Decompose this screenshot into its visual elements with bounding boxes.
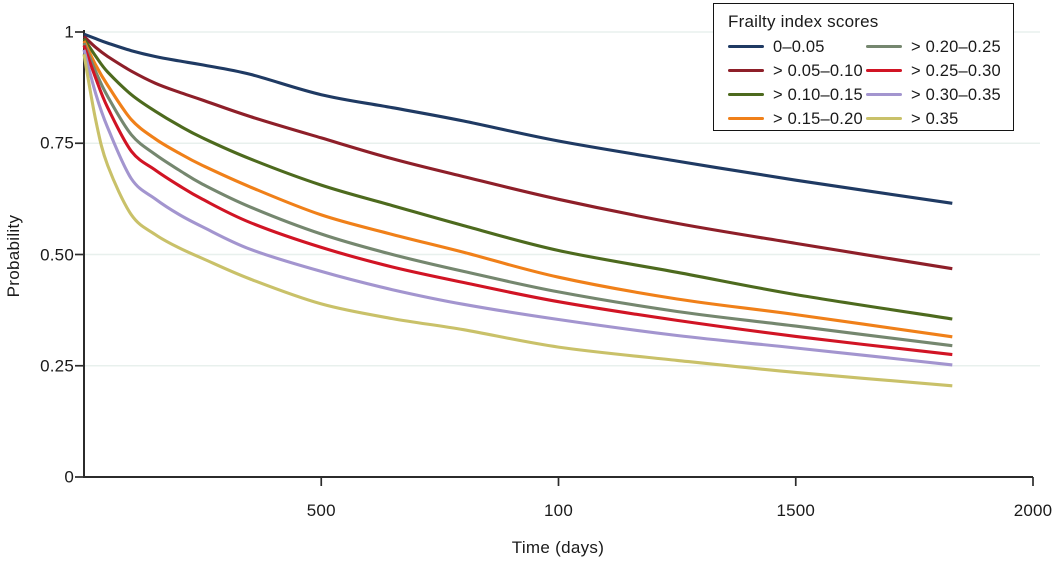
legend-item-label: > 0.30–0.35 xyxy=(911,85,1001,104)
legend-line-swatch xyxy=(866,92,902,97)
series-line xyxy=(82,44,953,357)
x-tick-label: 2000 xyxy=(1013,501,1053,520)
legend: Frailty index scores 0–0.05 > 0.05–0.10 … xyxy=(713,3,1014,131)
legend-item-label: > 0.10–0.15 xyxy=(773,85,863,104)
legend-line-swatch xyxy=(728,116,764,121)
legend-item-label: 0–0.05 xyxy=(773,37,825,56)
legend-item: > 0.25–0.30 xyxy=(866,62,1003,80)
legend-item: > 0.20–0.25 xyxy=(866,38,1003,56)
legend-item-label: > 0.15–0.20 xyxy=(773,109,863,128)
legend-item: > 0.30–0.35 xyxy=(866,86,1003,104)
x-tick-label: 100 xyxy=(544,501,573,520)
legend-item-label: > 0.20–0.25 xyxy=(911,37,1001,56)
legend-item: > 0.10–0.15 xyxy=(728,86,866,104)
series-line xyxy=(82,53,953,388)
x-tick-label: 1500 xyxy=(776,501,816,520)
legend-item: 0–0.05 xyxy=(728,38,866,56)
legend-line-swatch xyxy=(866,68,902,73)
x-axis-title: Time (days) xyxy=(511,538,605,557)
legend-item-label: > 0.25–0.30 xyxy=(911,61,1001,80)
legend-item-label: > 0.35 xyxy=(911,109,959,128)
legend-line-swatch xyxy=(728,92,764,97)
legend-item: > 0.15–0.20 xyxy=(728,110,866,128)
y-axis-title: Probability xyxy=(4,214,23,298)
series-line xyxy=(82,49,953,367)
legend-entries: 0–0.05 > 0.05–0.10 > 0.10–0.15 > 0.15–0.… xyxy=(728,35,1003,130)
y-tick-label: 0.75 xyxy=(40,133,74,153)
legend-line-swatch xyxy=(728,44,764,49)
legend-line-swatch xyxy=(728,68,764,73)
y-tick-label: 1 xyxy=(64,22,74,42)
series-line xyxy=(83,32,953,205)
y-tick-label: 0.50 xyxy=(40,245,74,264)
series-line xyxy=(82,37,953,321)
series-line xyxy=(82,40,953,339)
legend-item: > 0.05–0.10 xyxy=(728,62,866,80)
legend-item: > 0.35 xyxy=(866,110,1003,128)
series-line xyxy=(82,42,953,348)
y-tick-label: 0 xyxy=(64,467,74,487)
legend-line-swatch xyxy=(866,116,902,121)
legend-title: Frailty index scores xyxy=(728,12,879,31)
x-tick-label: 500 xyxy=(306,501,336,520)
legend-line-swatch xyxy=(866,44,902,49)
y-tick-label: 0.25 xyxy=(40,356,74,376)
series-line xyxy=(82,35,953,271)
legend-item-label: > 0.05–0.10 xyxy=(773,61,863,80)
